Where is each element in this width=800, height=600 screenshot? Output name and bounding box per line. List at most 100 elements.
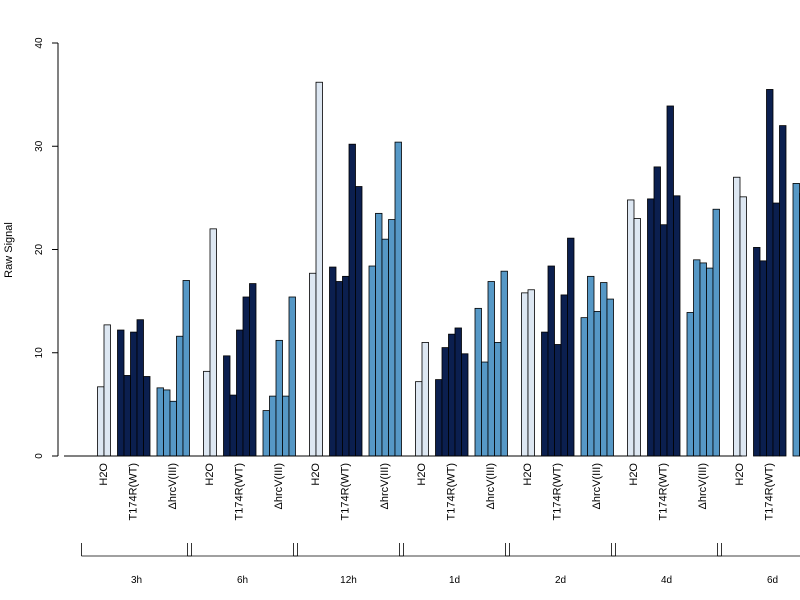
- subgroup-label: T174R(WT): [128, 463, 140, 520]
- bar: [441, 347, 449, 457]
- subgroup-label: T174R(WT): [446, 463, 458, 520]
- bar: [627, 199, 635, 457]
- group-label: 12h: [340, 575, 357, 586]
- bar: [176, 335, 184, 457]
- bar: [117, 329, 125, 457]
- bar: [600, 282, 608, 457]
- bar: [693, 259, 701, 457]
- bar: [686, 312, 694, 457]
- y-tick-label: 20: [34, 244, 45, 256]
- bar: [481, 361, 489, 457]
- bar: [309, 272, 317, 457]
- bar: [381, 238, 389, 457]
- group-label: 2d: [555, 575, 566, 586]
- subgroup-label: ΔhrcV(III): [591, 463, 603, 509]
- bar: [249, 283, 257, 457]
- bar: [348, 143, 356, 457]
- bar: [130, 331, 138, 457]
- bar: [275, 339, 283, 457]
- bar: [209, 228, 217, 457]
- bar: [500, 270, 508, 457]
- bar: [329, 266, 337, 457]
- bar: [123, 375, 131, 457]
- bar: [554, 344, 562, 457]
- bar: [269, 395, 277, 457]
- bar: [587, 275, 595, 457]
- subgroup-label: ΔhrcV(III): [167, 463, 179, 509]
- subgroup-label: ΔhrcV(III): [485, 463, 497, 509]
- y-tick-label: 40: [34, 37, 45, 49]
- bar: [759, 260, 767, 457]
- bar: [355, 186, 363, 457]
- bar: [163, 389, 171, 457]
- bar: [335, 281, 343, 457]
- bar: [156, 387, 164, 457]
- subgroup-label: H2O: [522, 463, 534, 486]
- bar: [375, 212, 383, 457]
- subgroup-label: T174R(WT): [658, 463, 670, 520]
- subgroup-label: T174R(WT): [340, 463, 352, 520]
- bar: [474, 307, 482, 457]
- bar: [733, 176, 741, 457]
- bar: [739, 196, 747, 457]
- bar: [580, 317, 588, 457]
- group-label: 1d: [449, 575, 460, 586]
- bar: [136, 319, 144, 457]
- bars: [97, 81, 800, 457]
- bar: [461, 353, 469, 457]
- y-axis: 0 10 20 30 40: [34, 37, 59, 459]
- bar: [229, 394, 237, 457]
- bar: [342, 275, 350, 457]
- subgroup-label: T174R(WT): [552, 463, 564, 520]
- group-label: 3h: [131, 575, 142, 586]
- bar: [97, 386, 105, 457]
- group-label: 6h: [237, 575, 248, 586]
- y-tick-label: 30: [34, 140, 45, 152]
- subgroup-label: ΔhrcV(III): [379, 463, 391, 509]
- y-axis-label: Raw Signal: [3, 222, 15, 278]
- bar: [262, 410, 270, 457]
- bar: [394, 141, 402, 457]
- bar: [223, 355, 231, 457]
- y-tick-label: 0: [34, 453, 45, 459]
- bar: [547, 265, 555, 457]
- bar: [182, 280, 190, 457]
- bar: [673, 195, 681, 457]
- bar: [593, 311, 601, 457]
- subgroup-labels: H2O T174R(WT) ΔhrcV(III) H2O T174R(WT) ΔhrcV(…: [98, 463, 776, 521]
- bar: [792, 183, 800, 457]
- bar: [203, 370, 211, 457]
- subgroup-label: H2O: [416, 463, 428, 486]
- bar: [242, 296, 250, 457]
- bar: [103, 324, 111, 457]
- bar: [448, 333, 456, 457]
- bar: [454, 327, 462, 457]
- subgroup-label: ΔhrcV(III): [273, 463, 285, 509]
- bar: [368, 265, 376, 457]
- group-label: 4d: [661, 575, 672, 586]
- bar: [766, 89, 774, 457]
- bar: [487, 281, 495, 457]
- bar: [779, 125, 787, 457]
- subgroup-label: ΔhrcV(III): [697, 463, 709, 509]
- bar: [633, 218, 641, 457]
- subgroup-label: H2O: [628, 463, 640, 486]
- bar: [660, 224, 668, 457]
- bar: [706, 267, 714, 457]
- subgroup-label: T174R(WT): [764, 463, 776, 520]
- subgroup-label: H2O: [310, 463, 322, 486]
- bar: [521, 292, 529, 457]
- bar: [435, 379, 443, 457]
- bar: [647, 198, 655, 457]
- bar: [415, 381, 423, 457]
- bar: [288, 296, 296, 457]
- subgroup-label: H2O: [98, 463, 110, 486]
- bar: [712, 208, 720, 457]
- bar: [772, 202, 780, 457]
- bar: [666, 105, 674, 457]
- bar: [653, 166, 661, 457]
- bar: [494, 342, 502, 457]
- bar: [236, 329, 244, 457]
- bar: [388, 219, 396, 457]
